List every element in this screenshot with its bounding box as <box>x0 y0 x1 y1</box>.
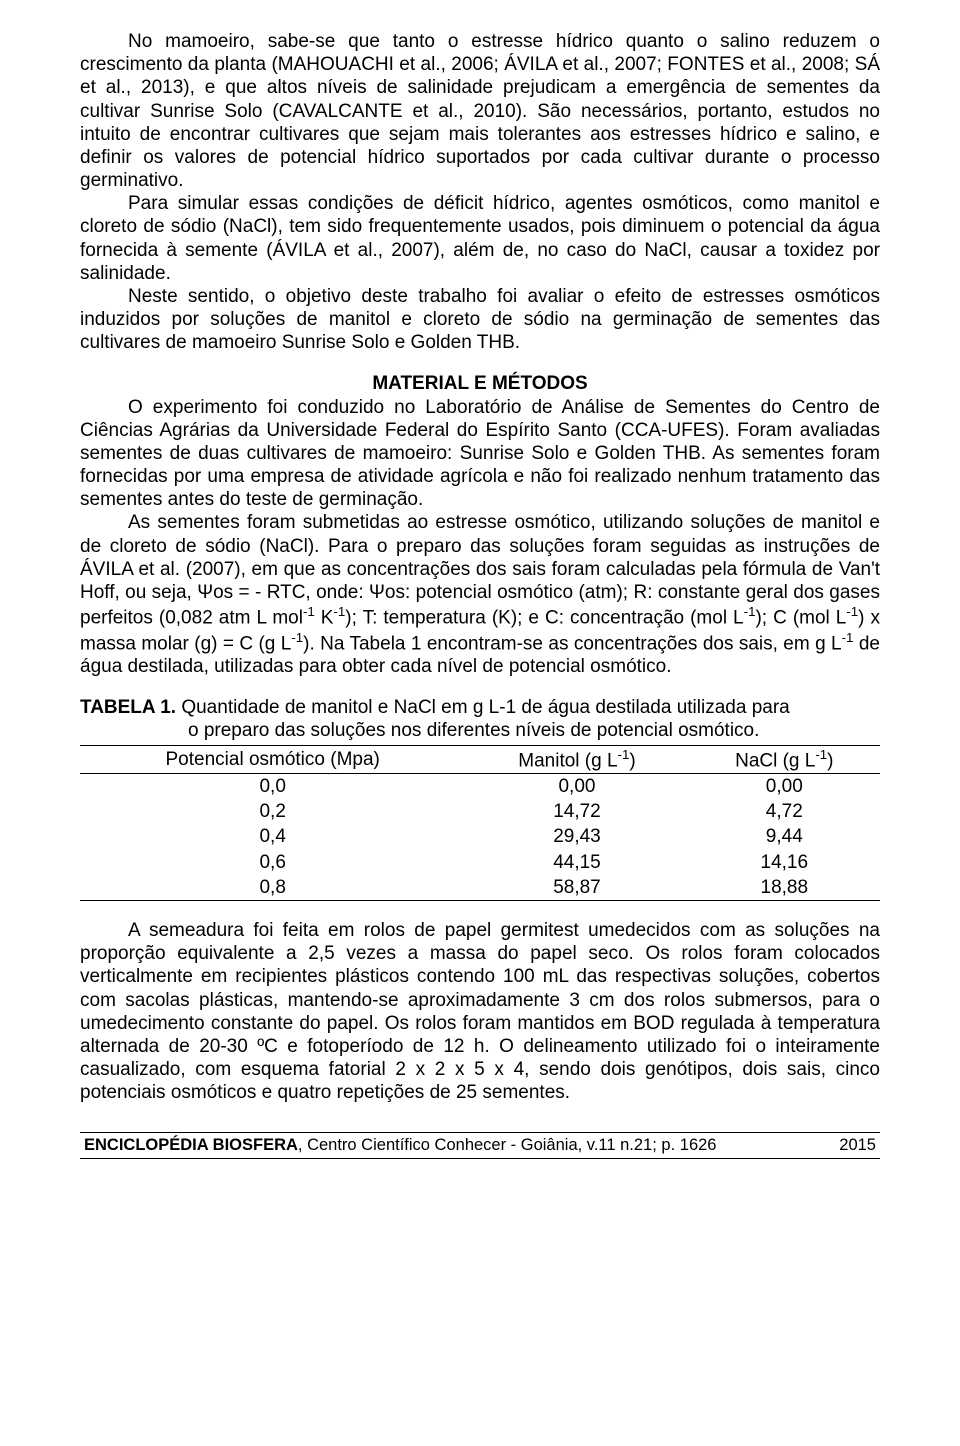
body-paragraph-3: Neste sentido, o objetivo deste trabalho… <box>80 285 880 355</box>
table-cell: 4,72 <box>689 799 880 824</box>
table-row: 0,2 14,72 4,72 <box>80 799 880 824</box>
footer-journal: ENCICLOPÉDIA BIOSFERA, Centro Científico… <box>84 1135 716 1155</box>
table-caption-line1: TABELA 1. Quantidade de manitol e NaCl e… <box>80 696 880 719</box>
table-row: 0,4 29,43 9,44 <box>80 824 880 849</box>
table-row: 0,8 58,87 18,88 <box>80 875 880 901</box>
table-caption-text: Quantidade de manitol e NaCl em g L-1 de… <box>176 697 790 718</box>
table-cell: 0,8 <box>80 875 465 901</box>
table-header-row: Potencial osmótico (Mpa) Manitol (g L-1)… <box>80 745 880 774</box>
table-header-nacl: NaCl (g L-1) <box>689 745 880 774</box>
page-footer: ENCICLOPÉDIA BIOSFERA, Centro Científico… <box>80 1132 880 1158</box>
body-paragraph-2: Para simular essas condições de déficit … <box>80 192 880 285</box>
section-heading-material-metodos: MATERIAL E MÉTODOS <box>80 372 880 395</box>
footer-page-number: 1626 <box>680 1136 717 1154</box>
table-cell: 58,87 <box>465 875 688 901</box>
table-label: TABELA 1. <box>80 697 176 718</box>
table-header-manitol: Manitol (g L-1) <box>465 745 688 774</box>
table-cell: 0,00 <box>465 774 688 800</box>
body-paragraph-6: A semeadura foi feita em rolos de papel … <box>80 919 880 1104</box>
table-header-potencial: Potencial osmótico (Mpa) <box>80 745 465 774</box>
table-body: 0,0 0,00 0,00 0,2 14,72 4,72 0,4 29,43 9… <box>80 774 880 901</box>
table-cell: 0,6 <box>80 850 465 875</box>
table-cell: 14,72 <box>465 799 688 824</box>
body-paragraph-1: No mamoeiro, sabe-se que tanto o estress… <box>80 30 880 192</box>
footer-journal-name: ENCICLOPÉDIA BIOSFERA <box>84 1136 298 1154</box>
table-cell: 0,4 <box>80 824 465 849</box>
table-row: 0,6 44,15 14,16 <box>80 850 880 875</box>
body-paragraph-4: O experimento foi conduzido no Laboratór… <box>80 396 880 512</box>
table-cell: 9,44 <box>689 824 880 849</box>
table-cell: 0,2 <box>80 799 465 824</box>
table-row: 0,0 0,00 0,00 <box>80 774 880 800</box>
table-cell: 18,88 <box>689 875 880 901</box>
table-cell: 29,43 <box>465 824 688 849</box>
body-paragraph-5: As sementes foram submetidas ao estresse… <box>80 511 880 678</box>
footer-year: 2015 <box>839 1135 876 1155</box>
table-cell: 0,00 <box>689 774 880 800</box>
table-potencial-osmotico: Potencial osmótico (Mpa) Manitol (g L-1)… <box>80 745 880 901</box>
footer-journal-info: , Centro Científico Conhecer - Goiânia, … <box>298 1136 675 1154</box>
table-cell: 44,15 <box>465 850 688 875</box>
table-cell: 0,0 <box>80 774 465 800</box>
table-cell: 14,16 <box>689 850 880 875</box>
table-caption-line2: o preparo das soluções nos diferentes ní… <box>80 719 880 742</box>
